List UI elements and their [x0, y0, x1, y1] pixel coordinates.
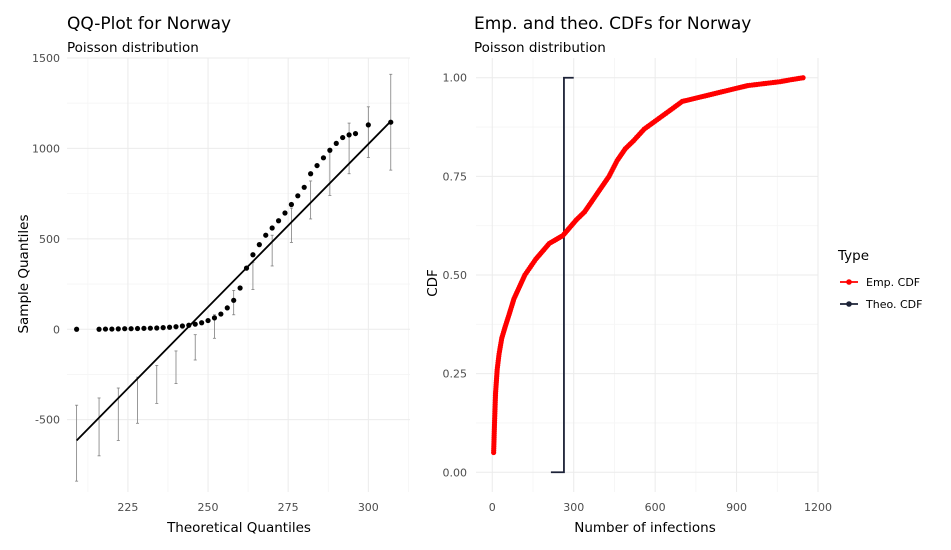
qq-point [231, 297, 237, 303]
cdf-y-tick-label: 0.75 [443, 170, 468, 183]
qq-point [320, 155, 327, 161]
qq-point [122, 326, 128, 332]
qq-plot-grid [67, 57, 410, 492]
qq-plot-x-axis-label: Theoretical Quantiles [166, 520, 311, 536]
qq-plot-title: QQ-Plot for Norway [67, 14, 231, 34]
qq-point [282, 210, 288, 216]
qq-point [205, 317, 211, 324]
qq-point [192, 321, 198, 327]
qq-y-tick-label: 1500 [32, 52, 60, 65]
qq-point [308, 171, 314, 177]
qq-point [199, 320, 205, 326]
qq-point [173, 324, 179, 330]
qq-point [327, 147, 333, 153]
qq-point [340, 134, 346, 141]
qq-y-tick-label: 0 [53, 323, 60, 336]
qq-point [295, 193, 301, 199]
cdf-plot-lines [550, 76, 574, 474]
qq-x-tick-label: 250 [198, 501, 219, 514]
qq-y-tick-label: 1000 [32, 142, 60, 155]
qq-point [365, 122, 371, 128]
qq-point [74, 326, 80, 332]
qq-plot-panel: QQ-Plot for Norway Poisson distribution … [16, 14, 410, 536]
legend-key-point [846, 301, 852, 307]
qq-point [154, 325, 160, 331]
cdf-plot-y-ticks: 0.00 0.25 0.50 0.75 1.00 [443, 72, 468, 480]
qq-point [115, 326, 121, 332]
qq-x-tick-label: 275 [278, 501, 299, 514]
cdf-plot-points [491, 75, 806, 456]
cdf-x-tick-label: 300 [563, 501, 584, 514]
legend-key-point [846, 279, 852, 285]
cdf-x-tick-label: 900 [726, 501, 747, 514]
cdf-y-tick-label: 0.50 [443, 269, 468, 282]
qq-point [388, 119, 394, 125]
qq-point [250, 252, 256, 258]
qq-point [102, 326, 109, 332]
qq-plot-subtitle: Poisson distribution [67, 40, 199, 56]
qq-x-tick-label: 225 [117, 501, 138, 514]
qq-point [134, 325, 141, 332]
qq-plot-points [74, 119, 394, 332]
qq-point [141, 325, 147, 331]
qq-y-tick-label: 500 [39, 233, 60, 246]
emp-cdf-point [800, 75, 806, 81]
qq-point [288, 201, 294, 208]
cdf-x-tick-label: 0 [489, 501, 496, 514]
legend-items: Emp. CDF Theo. CDF [840, 276, 922, 311]
qq-point [314, 162, 320, 169]
cdf-y-tick-label: 0.00 [443, 466, 468, 479]
legend-label: Emp. CDF [866, 276, 920, 289]
qq-point [237, 285, 243, 291]
qq-point [346, 132, 352, 138]
cdf-plot-subtitle: Poisson distribution [474, 40, 606, 56]
qq-point [333, 140, 339, 146]
qq-plot-y-axis-label: Sample Quantiles [16, 214, 32, 333]
qq-point [263, 232, 269, 238]
cdf-x-tick-label: 1200 [804, 501, 832, 514]
qq-point [301, 184, 307, 190]
qq-point [128, 326, 134, 332]
qq-y-tick-label: -500 [35, 414, 60, 427]
qq-point [179, 323, 186, 329]
cdf-plot-x-axis-label: Number of infections [574, 520, 716, 536]
qq-point [275, 218, 282, 224]
qq-point [218, 311, 224, 317]
cdf-plot-panel: Emp. and theo. CDFs for Norway Poisson d… [425, 14, 832, 536]
qq-x-tick-label: 300 [358, 501, 379, 514]
cdf-plot-x-ticks: 0 300 600 900 1200 [489, 501, 832, 514]
cdf-y-tick-label: 0.25 [443, 368, 468, 381]
qq-reference-line [75, 120, 392, 442]
qq-point [186, 322, 192, 328]
qq-plot-y-ticks: -500 0 500 1000 1500 [32, 52, 60, 427]
legend-label: Theo. CDF [865, 298, 922, 311]
qq-plot-error-bars [75, 73, 393, 482]
theo-cdf-line [550, 76, 574, 474]
qq-point [96, 326, 102, 332]
qq-point [269, 225, 275, 231]
qq-plot-reference-line [75, 120, 392, 442]
cdf-plot-title: Emp. and theo. CDFs for Norway [474, 14, 751, 34]
qq-point [147, 325, 153, 331]
cdf-legend: Type Emp. CDF Theo. CDF [837, 248, 922, 311]
qq-point [256, 242, 262, 248]
qq-point [224, 305, 230, 311]
cdf-y-tick-label: 1.00 [443, 72, 468, 85]
cdf-x-tick-label: 600 [645, 501, 666, 514]
qq-point [166, 324, 173, 330]
qq-plot-x-ticks: 225 250 275 300 [117, 501, 378, 514]
qq-point [352, 130, 359, 137]
cdf-plot-y-axis-label: CDF [425, 269, 441, 297]
qq-point [160, 325, 166, 331]
qq-point [109, 326, 115, 332]
qq-point [243, 265, 250, 271]
legend-title: Type [837, 248, 869, 264]
qq-point [211, 315, 218, 321]
